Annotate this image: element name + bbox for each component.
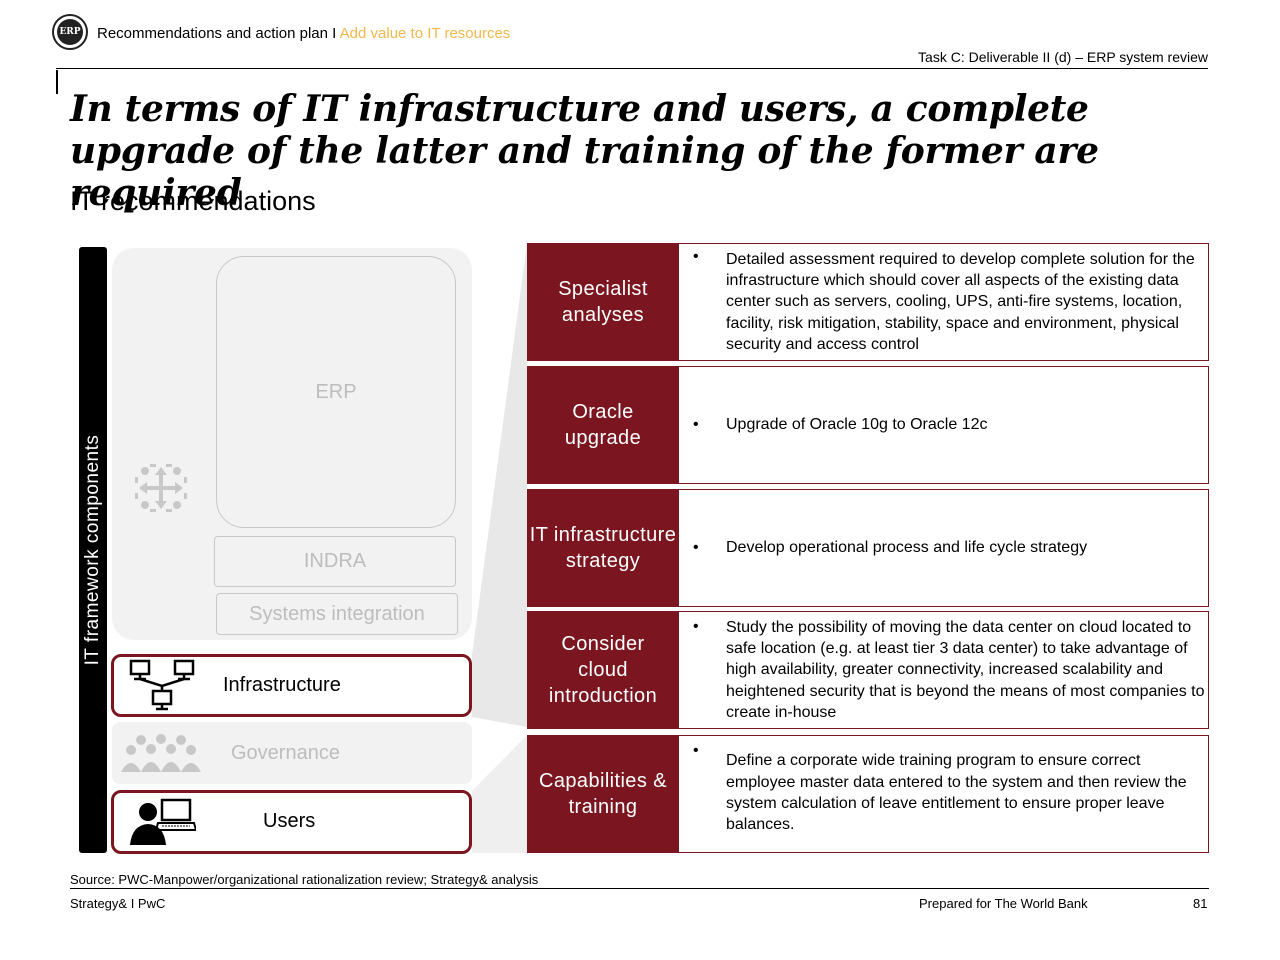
users-label: Users	[263, 810, 316, 832]
bullet-5: •	[693, 742, 699, 759]
user-laptop-icon	[130, 798, 196, 845]
recommendation-heading-1-text: Specialist analyses	[558, 278, 648, 326]
governance-label: Governance	[231, 742, 340, 764]
erp-box: ERP	[216, 256, 456, 528]
page-number: 81	[1193, 896, 1208, 911]
bullet-2: •	[693, 416, 699, 434]
recommendation-heading-5-text: Capabilities & training	[539, 770, 667, 818]
infrastructure-label: Infrastructure	[223, 674, 341, 696]
recommendation-text-5: • Define a corporate wide training progr…	[693, 740, 1205, 846]
bullet-3: •	[693, 539, 699, 557]
header-divider	[56, 68, 1208, 69]
recommendation-heading-2: Oracle upgrade	[527, 366, 679, 484]
application-layer-panel	[112, 248, 472, 640]
recommendation-heading-3: IT infrastructure strategy	[527, 489, 679, 607]
recommendation-text-1-body: Detailed assessment required to develop …	[726, 250, 1195, 353]
erp-logo: ERP	[52, 14, 88, 50]
infrastructure-box	[111, 654, 472, 717]
bullet-1: •	[693, 248, 699, 265]
footer-left: Strategy& I PwC	[70, 896, 166, 911]
task-label: Task C: Deliverable II (d) – ERP system …	[918, 49, 1208, 65]
recommendation-text-2: • Upgrade of Oracle 10g to Oracle 12c	[693, 366, 1205, 484]
breadcrumb: Recommendations and action plan I Add va…	[97, 25, 510, 42]
framework-label: IT framework components	[82, 434, 103, 666]
arrows-icon	[135, 464, 187, 512]
page-title: In terms of IT infrastructure and users,…	[70, 88, 1099, 214]
recommendation-text-4-body: Study the possibility of moving the data…	[726, 618, 1205, 721]
funnel-connector	[472, 243, 527, 853]
systems-integration-box: Systems integration	[216, 593, 458, 635]
recommendation-heading-5: Capabilities & training	[527, 735, 679, 853]
recommendation-heading-4-text: Consider cloud introduction	[548, 633, 658, 707]
recommendation-heading-2-text: Oracle upgrade	[564, 401, 642, 449]
title-tick	[56, 70, 58, 94]
logo-text: ERP	[57, 19, 83, 45]
footer-divider	[70, 888, 1209, 889]
breadcrumb-accent: Add value to IT resources	[339, 25, 511, 42]
recommendation-text-3-body: Develop operational process and life cyc…	[726, 539, 1088, 557]
systems-integration-label: Systems integration	[249, 602, 425, 625]
recommendation-heading-1: Specialist analyses	[527, 243, 679, 361]
bullet-4: •	[693, 618, 699, 635]
recommendation-text-5-body: Define a corporate wide training program…	[726, 752, 1187, 834]
people-group-icon	[121, 734, 201, 772]
footer-right: Prepared for The World Bank	[919, 896, 1088, 911]
recommendation-text-3: • Develop operational process and life c…	[693, 489, 1205, 607]
recommendation-text-1: • Detailed assessment required to develo…	[693, 246, 1205, 358]
breadcrumb-main: Recommendations and action plan I	[97, 25, 340, 42]
recommendation-heading-4: Consider cloud introduction	[527, 611, 679, 729]
recommendation-heading-3-text: IT infrastructure strategy	[529, 524, 677, 572]
erp-label: ERP	[315, 380, 357, 403]
network-icon	[129, 659, 195, 711]
indra-label: INDRA	[303, 550, 367, 572]
page-subtitle: IT recommendations	[70, 186, 316, 216]
recommendation-text-2-body: Upgrade of Oracle 10g to Oracle 12c	[726, 416, 988, 434]
source-note: Source: PWC-Manpower/organizational rati…	[70, 872, 539, 887]
indra-box: INDRA	[214, 536, 456, 587]
recommendation-text-4: • Study the possibility of moving the da…	[693, 616, 1205, 724]
framework-vertical-bar: IT framework components	[79, 247, 107, 853]
